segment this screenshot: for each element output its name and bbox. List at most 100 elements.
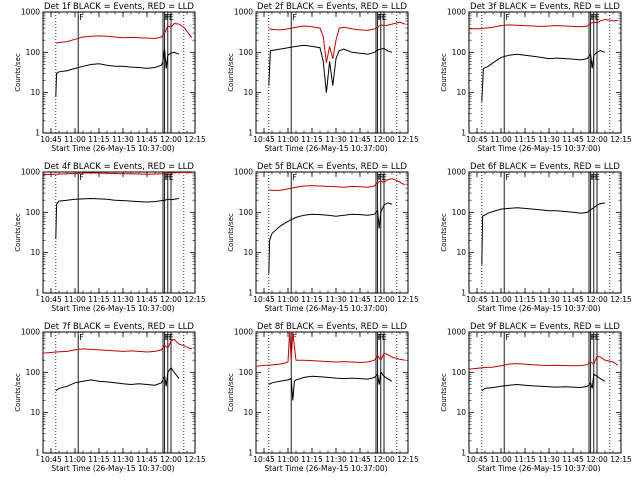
detector-panel-2: Det 2f BLACK = Events, RED = LLD 1 10 100 10… — [227, 2, 419, 153]
y-tick-label: 10 — [456, 408, 466, 417]
x-tick-label: 12:15 — [610, 295, 632, 304]
event-marker-label: F — [292, 333, 297, 342]
event-marker-label: F — [377, 333, 382, 342]
y-tick-label: 100 — [26, 48, 41, 57]
y-tick-label: 10 — [30, 408, 40, 417]
x-tick-label: 11:15 — [88, 455, 110, 464]
series-line-events — [55, 49, 180, 97]
event-marker-label: F — [590, 13, 595, 22]
y-tick-label: 100 — [26, 368, 41, 377]
y-tick-label: 100 — [452, 48, 467, 57]
x-tick-label: 12:00 — [373, 135, 395, 144]
plot-frame — [468, 11, 622, 134]
x-axis-label: Start Time (26-May-15 10:37:00) — [477, 144, 600, 153]
event-marker-label: F — [505, 173, 510, 182]
y-axis-label: Counts/sec — [440, 373, 448, 412]
x-tick-label: 11:45 — [562, 295, 584, 304]
panel-title: Det 7f BLACK = Events, RED = LLD — [44, 322, 194, 332]
x-tick-label: 11:00 — [490, 135, 512, 144]
x-tick-label: 12:15 — [397, 135, 419, 144]
y-tick-label: 100 — [452, 208, 467, 217]
y-tick-label: 1 — [35, 289, 40, 298]
x-axis-label: Start Time (26-May-15 10:37:00) — [477, 464, 600, 473]
x-tick-label: 11:45 — [136, 455, 158, 464]
series-line-events — [55, 197, 180, 239]
series-line-lld — [43, 172, 192, 176]
y-axis-label: Counts/sec — [227, 213, 235, 252]
detector-panel-5: Det 5f BLACK = Events, RED = LLD 1 10 100 10… — [227, 162, 419, 313]
y-tick-label: 1000 — [234, 8, 253, 17]
detector-panel-6: Det 6f BLACK = Events, RED = LLD 1 10 100 10… — [440, 162, 632, 313]
y-axis-label: Counts/sec — [14, 53, 22, 92]
series-line-events — [268, 371, 393, 401]
y-tick-label: 10 — [30, 88, 40, 97]
x-tick-label: 12:00 — [586, 455, 608, 464]
x-tick-label: 12:15 — [610, 135, 632, 144]
x-tick-label: 10:45 — [466, 135, 488, 144]
x-tick-label: 11:45 — [562, 135, 584, 144]
y-tick-label: 1000 — [21, 328, 40, 337]
x-tick-label: 11:30 — [112, 295, 134, 304]
x-axis-label: Start Time (26-May-15 10:37:00) — [51, 304, 174, 313]
detector-panel-4: Det 4f BLACK = Events, RED = LLD 1 10 100 10… — [14, 162, 206, 313]
plot-frame — [255, 331, 409, 454]
series-line-lld — [256, 332, 405, 367]
x-tick-label: 11:30 — [538, 135, 560, 144]
y-tick-label: 1000 — [234, 328, 253, 337]
y-tick-label: 10 — [243, 408, 253, 417]
x-tick-label: 12:00 — [160, 455, 182, 464]
y-tick-label: 10 — [456, 88, 466, 97]
y-tick-label: 1000 — [447, 8, 466, 17]
x-tick-label: 10:45 — [253, 295, 275, 304]
x-axis-label: Start Time (26-May-15 10:37:00) — [264, 464, 387, 473]
y-tick-label: 10 — [30, 248, 40, 257]
x-axis-label: Start Time (26-May-15 10:37:00) — [477, 304, 600, 313]
y-tick-label: 1 — [461, 449, 466, 458]
x-tick-label: 11:15 — [514, 135, 536, 144]
plot-frame — [468, 171, 622, 294]
x-tick-label: 10:45 — [40, 135, 62, 144]
y-axis-label: Counts/sec — [14, 213, 22, 252]
series-line-lld — [268, 178, 406, 191]
plot-frame — [42, 331, 196, 454]
x-axis-label: Start Time (26-May-15 10:37:00) — [264, 144, 387, 153]
event-marker-label: F — [79, 173, 84, 182]
detector-panel-9: Det 9f BLACK = Events, RED = LLD 1 10 100 10… — [440, 322, 632, 473]
x-tick-label: 11:15 — [301, 455, 323, 464]
x-tick-label: 12:00 — [373, 295, 395, 304]
event-marker-label: F — [590, 333, 595, 342]
plot-frame — [255, 171, 409, 294]
x-tick-label: 11:45 — [562, 455, 584, 464]
x-tick-label: 12:00 — [373, 455, 395, 464]
x-tick-label: 11:30 — [325, 295, 347, 304]
y-tick-label: 10 — [243, 88, 253, 97]
y-tick-label: 1 — [35, 129, 40, 138]
x-tick-label: 12:00 — [160, 135, 182, 144]
detector-panel-7: Det 7f BLACK = Events, RED = LLD 1 10 100 10… — [14, 322, 206, 473]
plot-frame — [468, 331, 622, 454]
y-tick-label: 1 — [248, 289, 253, 298]
x-tick-label: 11:30 — [112, 455, 134, 464]
series-line-events — [481, 373, 606, 392]
panel-title: Det 4f BLACK = Events, RED = LLD — [44, 162, 194, 172]
x-tick-label: 11:15 — [301, 295, 323, 304]
y-tick-label: 100 — [26, 208, 41, 217]
x-tick-label: 11:00 — [277, 135, 299, 144]
x-tick-label: 10:45 — [40, 295, 62, 304]
y-axis-label: Counts/sec — [14, 373, 22, 412]
plot-frame — [255, 11, 409, 134]
series-line-events — [268, 44, 393, 93]
x-tick-label: 12:15 — [184, 135, 206, 144]
plot-frame — [42, 171, 196, 294]
series-line-events — [481, 50, 606, 102]
y-tick-label: 1000 — [447, 328, 466, 337]
x-tick-label: 12:15 — [184, 455, 206, 464]
y-tick-label: 1000 — [21, 8, 40, 17]
detector-panel-8: Det 8f BLACK = Events, RED = LLD 1 10 100 10… — [227, 322, 419, 473]
x-tick-label: 11:45 — [349, 455, 371, 464]
x-tick-label: 11:15 — [301, 135, 323, 144]
event-marker-label: F — [505, 13, 510, 22]
x-tick-label: 11:00 — [64, 295, 86, 304]
event-marker-label: F — [505, 333, 510, 342]
